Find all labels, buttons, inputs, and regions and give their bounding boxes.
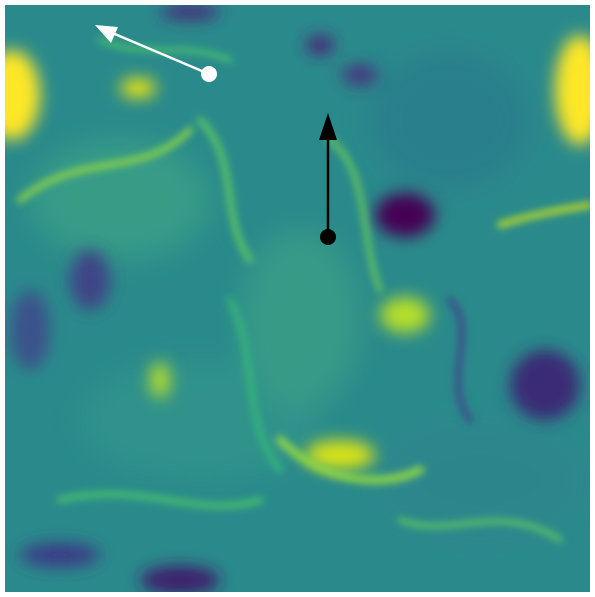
page: (() => { const data = JSON.parse(documen… [0, 0, 595, 597]
vorticity-field [0, 4, 595, 594]
flow-field-figure [0, 0, 595, 597]
